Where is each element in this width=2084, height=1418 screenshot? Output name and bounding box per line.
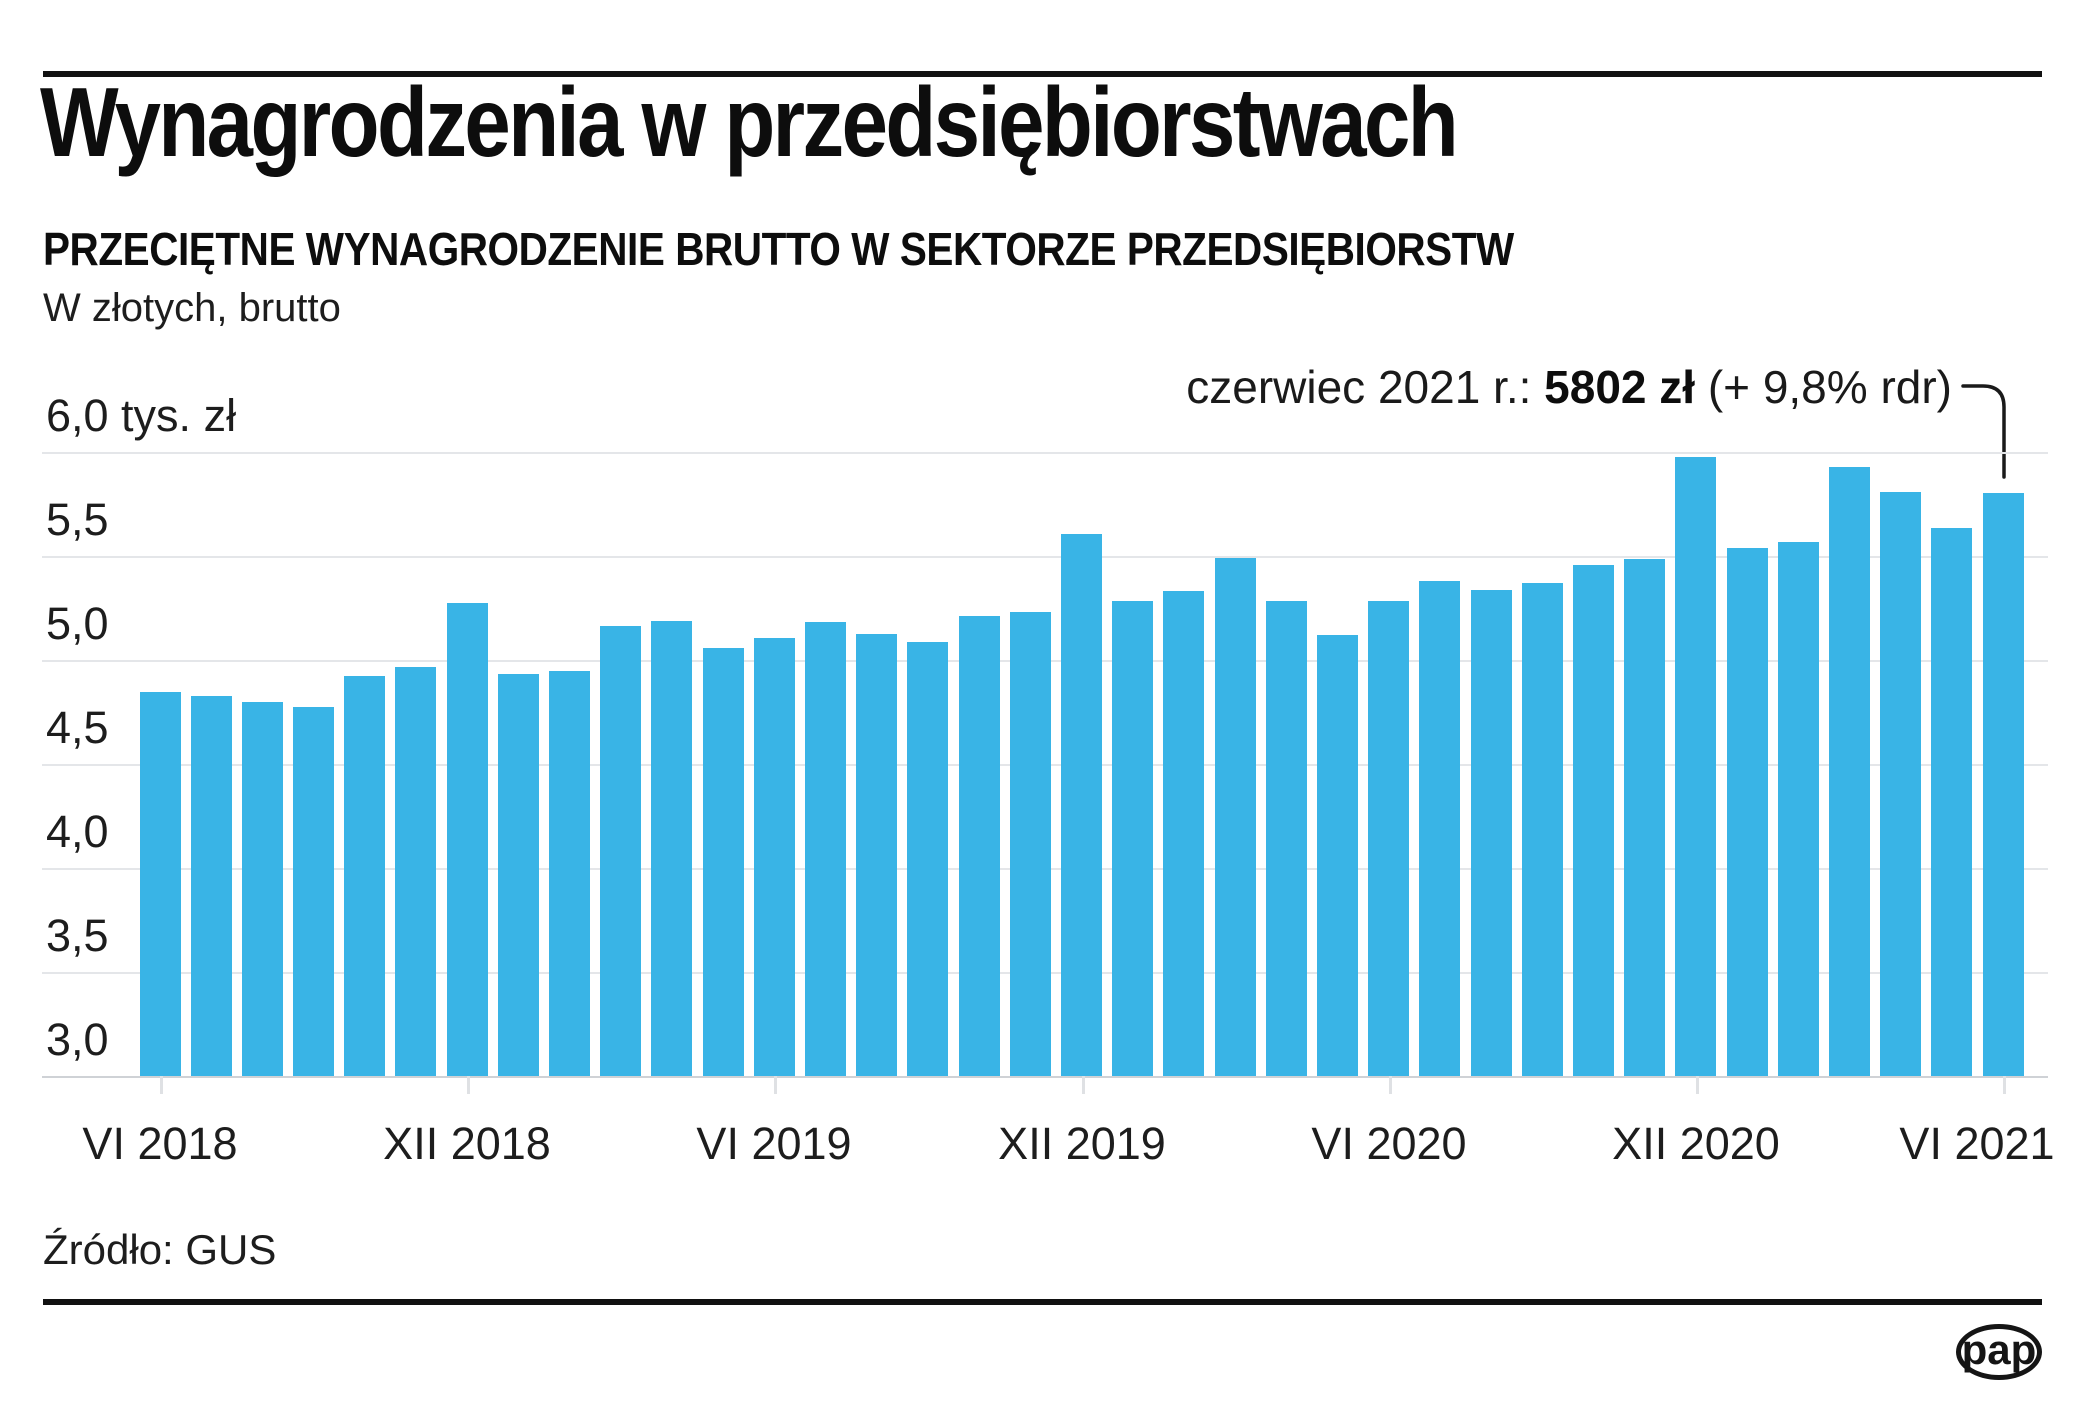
bar-IX-2019: [907, 642, 948, 1076]
bar-VI-2020: [1368, 601, 1409, 1076]
annotation-prefix: czerwiec 2021 r.:: [1186, 361, 1545, 413]
bar-XI-2019: [1010, 612, 1051, 1076]
x-axis-tick: [1082, 1076, 1085, 1094]
top-rule: [43, 71, 2042, 77]
y-axis-label: 3,5: [46, 910, 109, 961]
annotation-value: 5802 zł: [1544, 361, 1696, 413]
x-axis-label: XII 2020: [1612, 1118, 1780, 1169]
bar-XI-2020: [1624, 559, 1665, 1076]
bar-III-2021: [1829, 467, 1870, 1076]
bar-V-2021: [1931, 528, 1972, 1076]
x-axis-tick: [2003, 1076, 2006, 1094]
x-axis-baseline: [42, 1076, 2048, 1078]
bar-XII-2020: [1675, 457, 1716, 1076]
y-axis-label: 5,0: [46, 598, 109, 649]
annotation-suffix: (+ 9,8% rdr): [1695, 361, 1952, 413]
bar-I-2019: [498, 674, 539, 1076]
x-axis-label: VI 2018: [82, 1118, 238, 1169]
x-axis-label: VI 2021: [1899, 1118, 2055, 1169]
bar-VIII-2019: [856, 634, 897, 1076]
bar-XII-2018: [447, 603, 488, 1076]
chart-subtitle: PRZECIĘTNE WYNAGRODZENIE BRUTTO W SEKTOR…: [43, 223, 1514, 275]
bar-II-2019: [549, 671, 590, 1076]
x-axis-tick: [1389, 1076, 1392, 1094]
bar-V-2020: [1317, 635, 1358, 1076]
page-title: Wynagrodzenia w przedsiębiorstwach: [40, 67, 1459, 177]
source-label: Źródło: GUS: [43, 1226, 277, 1273]
bar-IX-2020: [1522, 583, 1563, 1076]
y-axis-label: 3,0: [46, 1014, 109, 1065]
unit-note: W złotych, brutto: [43, 286, 341, 330]
y-axis-label: 4,0: [46, 806, 109, 857]
bar-VII-2019: [805, 622, 846, 1076]
pap-logo: pap: [1956, 1324, 2042, 1380]
gridline: [42, 452, 2048, 454]
bar-VIII-2018: [242, 702, 283, 1076]
bar-I-2020: [1112, 601, 1153, 1076]
bar-VI-2021: [1983, 493, 2024, 1076]
bar-III-2019: [600, 626, 641, 1076]
gridline: [42, 556, 2048, 558]
bar-II-2021: [1778, 542, 1819, 1076]
x-axis-tick: [467, 1076, 470, 1094]
y-axis-label: 5,5: [46, 494, 109, 545]
bar-V-2019: [703, 648, 744, 1076]
bar-XII-2019: [1061, 534, 1102, 1076]
bar-VII-2018: [191, 696, 232, 1076]
bar-IX-2018: [293, 707, 334, 1076]
bar-IV-2019: [651, 621, 692, 1076]
bar-VI-2019: [754, 638, 795, 1076]
bar-III-2020: [1215, 558, 1256, 1076]
latest-value-annotation: czerwiec 2021 r.: 5802 zł (+ 9,8% rdr): [1186, 360, 1952, 414]
bar-X-2020: [1573, 565, 1614, 1076]
x-axis-tick: [160, 1076, 163, 1094]
x-axis-label: VI 2020: [1311, 1118, 1467, 1169]
bar-I-2021: [1727, 548, 1768, 1076]
bar-XI-2018: [395, 667, 436, 1076]
x-axis-label: XII 2019: [998, 1118, 1166, 1169]
x-axis-label: XII 2018: [383, 1118, 551, 1169]
bar-IV-2021: [1880, 492, 1921, 1076]
pap-logo-text: pap: [1961, 1326, 2037, 1373]
bottom-rule: [43, 1299, 2042, 1305]
x-axis-tick: [1696, 1076, 1699, 1094]
bar-X-2018: [344, 676, 385, 1076]
bar-IV-2020: [1266, 601, 1307, 1076]
x-axis-tick: [774, 1076, 777, 1094]
y-axis-label: 6,0 tys. zł: [46, 390, 237, 441]
bar-II-2020: [1163, 591, 1204, 1076]
bar-VIII-2020: [1471, 590, 1512, 1076]
bar-X-2019: [959, 616, 1000, 1076]
bar-VII-2020: [1419, 581, 1460, 1076]
y-axis-label: 4,5: [46, 702, 109, 753]
bar-VI-2018: [140, 692, 181, 1076]
x-axis-label: VI 2019: [696, 1118, 852, 1169]
